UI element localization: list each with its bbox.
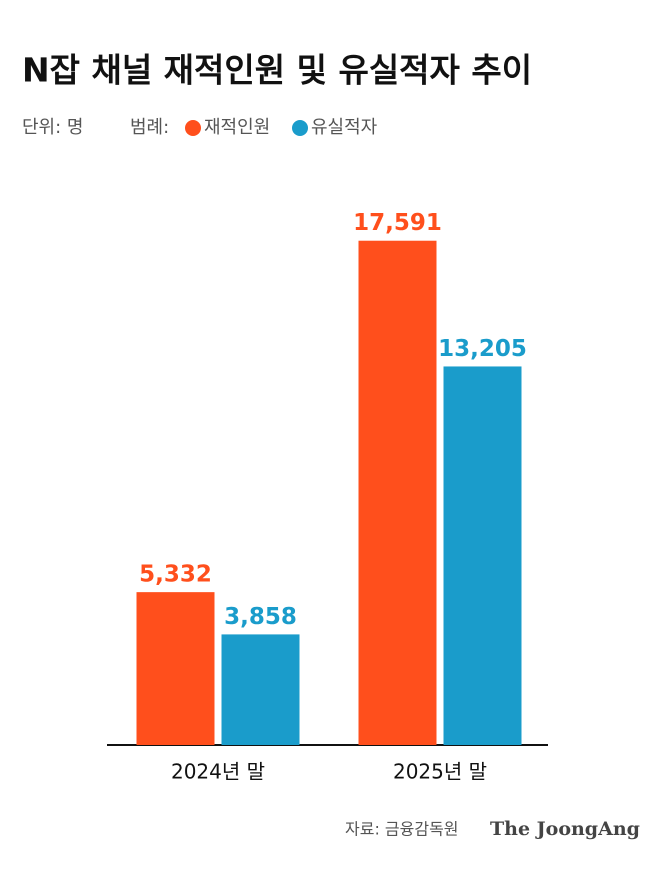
value-label: 17,591 (353, 210, 442, 236)
bar (443, 366, 522, 745)
value-label: 3,858 (224, 604, 297, 630)
legend-label: 범례: (130, 117, 169, 138)
legend-entry: 재적인원 (204, 117, 270, 138)
bar (221, 634, 300, 745)
unit-label: 단위: 명 (22, 117, 83, 138)
bar (358, 240, 437, 745)
legend-swatch (292, 120, 308, 136)
x-tick-label: 2025년 말 (393, 760, 487, 784)
bar (136, 592, 215, 745)
brand: The JoongAng (490, 818, 640, 840)
legend-swatch (185, 120, 201, 136)
value-label: 5,332 (139, 562, 212, 588)
chart-title: N잡 채널 재적인원 및 유실적자 추이 (22, 51, 532, 90)
value-label: 13,205 (438, 336, 527, 362)
legend-entry: 유실적자 (311, 117, 378, 138)
x-tick-label: 2024년 말 (171, 760, 265, 784)
source: 자료: 금융감독원 (345, 820, 459, 839)
